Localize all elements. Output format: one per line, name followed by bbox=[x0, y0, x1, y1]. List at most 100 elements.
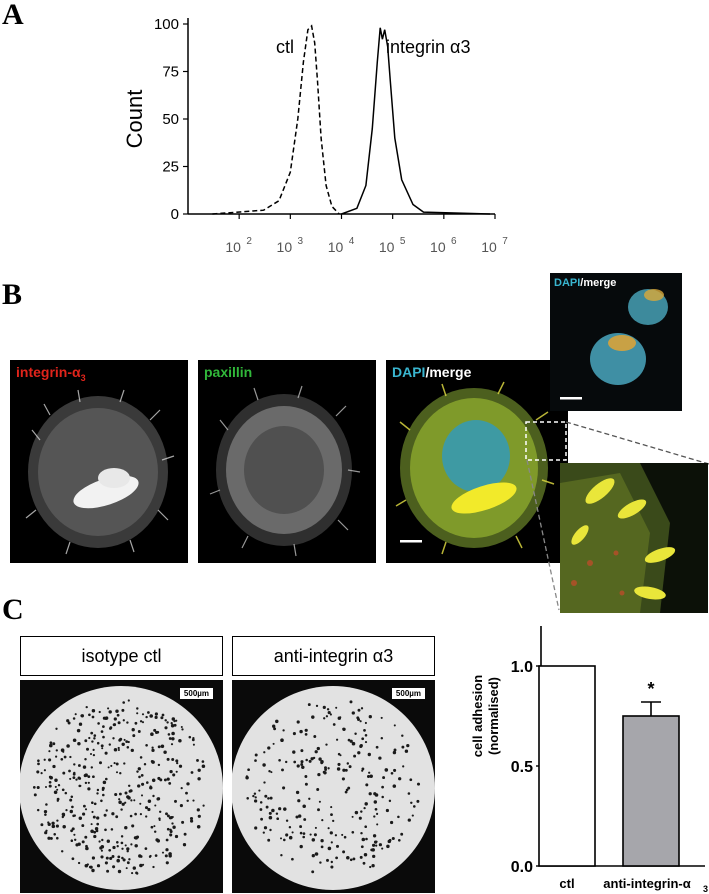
adherent-cell bbox=[196, 808, 200, 812]
adherent-cell bbox=[299, 729, 303, 734]
adherent-cell bbox=[70, 839, 74, 842]
adherent-cell bbox=[150, 732, 154, 736]
adherent-cell bbox=[401, 745, 405, 749]
adherent-cell bbox=[381, 785, 384, 789]
y-tick-label: 100 bbox=[154, 16, 179, 33]
adherent-cell bbox=[380, 716, 383, 719]
adherent-cell bbox=[259, 808, 263, 811]
adherent-cell bbox=[346, 855, 350, 860]
adherent-cell bbox=[302, 804, 306, 809]
adherent-cell bbox=[123, 762, 126, 765]
adherent-cell bbox=[267, 746, 271, 750]
adherent-cell bbox=[130, 748, 134, 753]
adherent-cell bbox=[96, 788, 100, 792]
adherent-cell bbox=[401, 734, 404, 737]
adherent-cell bbox=[157, 745, 161, 749]
adherent-cell bbox=[183, 832, 187, 836]
paxillin-label: paxillin bbox=[204, 364, 253, 380]
adherent-cell bbox=[246, 797, 249, 800]
adherent-cell bbox=[280, 854, 283, 857]
adherent-cell bbox=[156, 730, 160, 734]
adherent-cell bbox=[190, 771, 194, 774]
adherent-cell bbox=[48, 775, 52, 779]
adherent-cell bbox=[80, 714, 85, 718]
adherent-cell bbox=[69, 777, 72, 780]
adherent-cell bbox=[73, 763, 76, 766]
adherent-cell bbox=[127, 699, 130, 702]
adherent-cell bbox=[92, 753, 96, 757]
adherent-cell bbox=[56, 836, 59, 840]
adherent-cell bbox=[351, 830, 355, 834]
adherent-cell bbox=[170, 743, 174, 746]
adherent-cell bbox=[116, 858, 120, 863]
adherent-cell bbox=[359, 855, 363, 859]
adherent-cell bbox=[297, 799, 301, 803]
adherent-cell bbox=[91, 810, 94, 814]
adherent-cell bbox=[91, 801, 94, 804]
adherent-cell bbox=[121, 847, 124, 850]
adherent-cell bbox=[376, 823, 379, 826]
adherent-cell bbox=[90, 823, 93, 826]
adherent-cell bbox=[148, 855, 152, 858]
x-tick-label: 10 bbox=[379, 239, 395, 255]
adherent-cell bbox=[270, 771, 273, 774]
adherent-cell bbox=[281, 768, 284, 772]
adherent-cell bbox=[299, 844, 303, 849]
adherent-cell bbox=[314, 826, 317, 829]
adherent-cell bbox=[37, 759, 40, 762]
adherent-cell bbox=[171, 758, 175, 761]
adherent-cell bbox=[118, 800, 122, 805]
adherent-cell bbox=[159, 810, 162, 813]
adherent-cell bbox=[139, 863, 143, 868]
adherent-cell bbox=[360, 707, 364, 710]
adherent-cell bbox=[169, 833, 173, 837]
adherent-cell bbox=[300, 763, 304, 766]
adherent-cell bbox=[169, 769, 173, 774]
adherent-cell bbox=[402, 765, 405, 768]
adherent-cell bbox=[103, 813, 107, 817]
adherent-cell bbox=[154, 715, 158, 719]
adherent-cell bbox=[324, 766, 327, 770]
adherent-cell bbox=[154, 712, 158, 716]
adherent-cell bbox=[44, 785, 48, 789]
merge-image: DAPI/merge bbox=[386, 360, 568, 563]
integrin-label: integrin-α3 bbox=[16, 364, 86, 383]
adherent-cell bbox=[304, 733, 308, 736]
y-tick-label: 1.0 bbox=[511, 659, 533, 676]
adherent-cell bbox=[367, 752, 371, 757]
adherent-cell bbox=[150, 825, 154, 829]
adherent-cell bbox=[252, 794, 255, 798]
adherent-cell bbox=[323, 771, 327, 775]
adherent-cell bbox=[335, 706, 338, 709]
adherent-cell bbox=[279, 837, 283, 840]
merge-cell bbox=[395, 381, 567, 555]
adherent-cell bbox=[92, 815, 96, 819]
adherent-cell bbox=[102, 725, 105, 728]
adherent-cell bbox=[192, 743, 195, 746]
adherent-cell bbox=[83, 804, 86, 808]
adherent-cell bbox=[66, 744, 70, 748]
y-axis-label-line: (normalised) bbox=[486, 677, 501, 755]
adherent-cell bbox=[95, 829, 99, 833]
adherent-cell bbox=[172, 773, 176, 777]
adherent-cell bbox=[191, 738, 195, 742]
adherent-cell bbox=[104, 751, 108, 755]
adherent-cell bbox=[89, 752, 93, 756]
significance-marker: * bbox=[647, 679, 654, 699]
adherent-cell bbox=[88, 736, 91, 740]
adherent-cell bbox=[116, 841, 119, 844]
adherent-cell bbox=[74, 713, 77, 716]
adherent-cell bbox=[154, 804, 157, 807]
adherent-cell bbox=[409, 778, 413, 782]
adherent-cell bbox=[262, 763, 266, 767]
adhesion-bar-chart: 0.0 0.5 1.0 cell adhesion(normalised) ctl * an… bbox=[470, 626, 708, 894]
integrin-image: integrin-α3 bbox=[10, 360, 188, 563]
adherent-cell bbox=[115, 815, 119, 819]
adherent-cell bbox=[116, 845, 119, 848]
adherent-cell bbox=[311, 870, 315, 874]
adherent-cell bbox=[102, 735, 105, 739]
adherent-cell bbox=[313, 735, 317, 738]
adherent-cell bbox=[398, 839, 401, 842]
adherent-cell bbox=[76, 728, 81, 733]
adherent-cell bbox=[390, 820, 394, 825]
